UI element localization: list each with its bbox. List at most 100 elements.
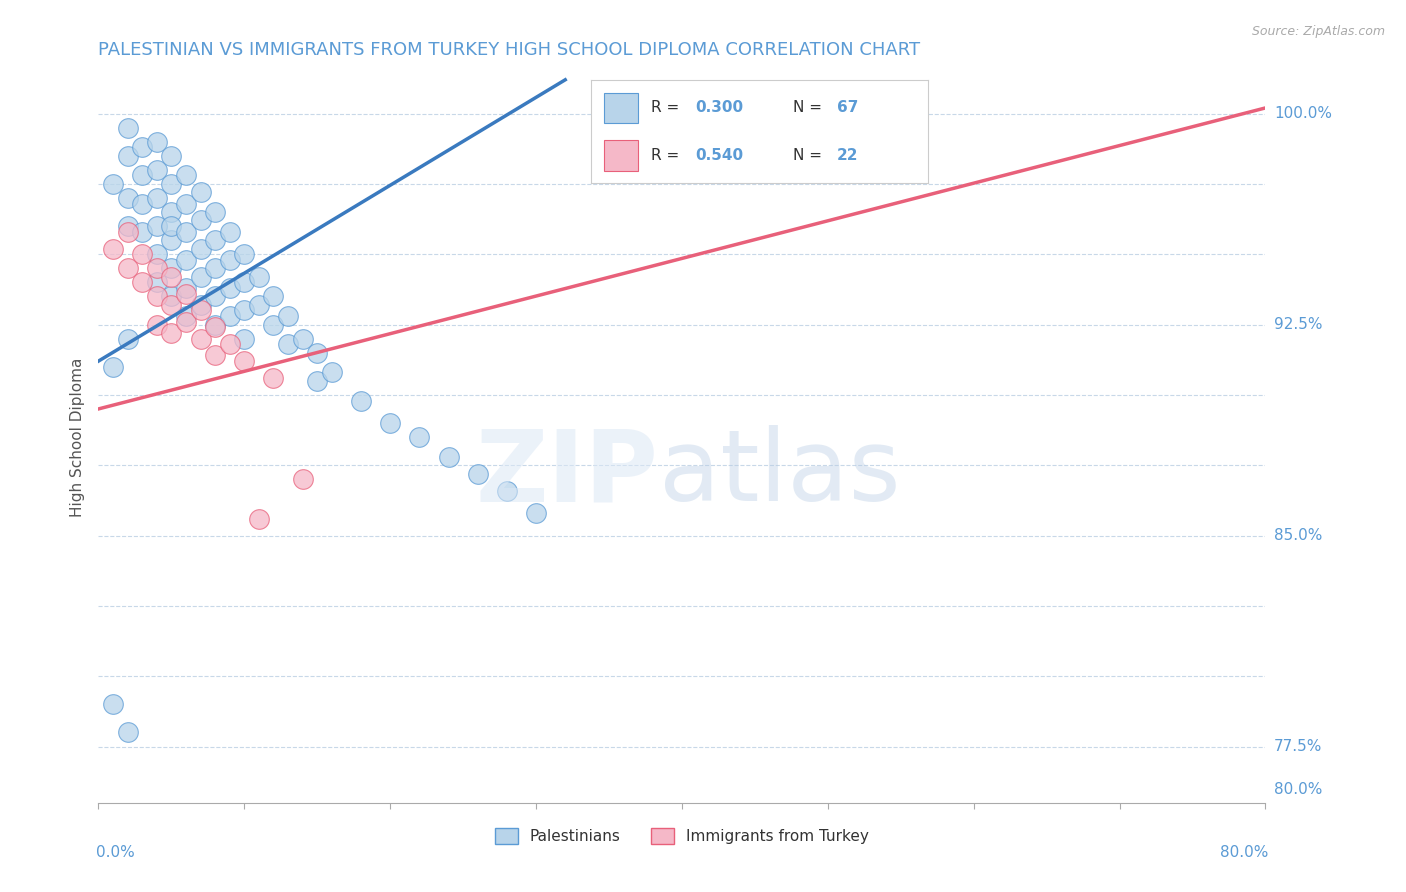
Point: [233, 247, 256, 261]
Point: [233, 276, 256, 290]
Point: [101, 242, 124, 256]
Point: [190, 186, 212, 200]
Text: R =: R =: [651, 148, 685, 162]
Y-axis label: High School Diploma: High School Diploma: [69, 358, 84, 516]
Point: [146, 289, 169, 303]
Point: [190, 298, 212, 312]
Point: [174, 281, 197, 295]
Point: [218, 337, 240, 351]
Point: [262, 371, 284, 385]
Point: [160, 326, 183, 340]
Point: [117, 120, 139, 135]
Point: [131, 140, 153, 154]
Text: 0.300: 0.300: [695, 101, 744, 115]
Point: [101, 698, 124, 712]
Point: [174, 309, 197, 323]
Point: [408, 430, 430, 444]
Point: [131, 225, 153, 239]
Point: [146, 135, 169, 149]
Point: [496, 483, 519, 498]
Point: [190, 332, 212, 346]
Point: [524, 506, 547, 520]
Point: [380, 416, 402, 430]
Text: N =: N =: [793, 148, 827, 162]
Text: 0.0%: 0.0%: [96, 845, 134, 860]
Point: [190, 303, 212, 318]
Point: [117, 332, 139, 346]
Point: [233, 354, 256, 368]
Point: [160, 177, 183, 191]
Point: [160, 205, 183, 219]
Text: 77.5%: 77.5%: [1274, 739, 1323, 754]
Point: [262, 318, 284, 332]
FancyBboxPatch shape: [605, 140, 638, 170]
Point: [277, 337, 299, 351]
Text: 80.0%: 80.0%: [1274, 782, 1323, 797]
Point: [174, 252, 197, 267]
Point: [146, 191, 169, 205]
Point: [146, 276, 169, 290]
Point: [174, 286, 197, 301]
Point: [160, 269, 183, 284]
Text: 0.540: 0.540: [695, 148, 744, 162]
Point: [277, 309, 299, 323]
Text: 80.0%: 80.0%: [1220, 845, 1268, 860]
Point: [117, 725, 139, 739]
Point: [204, 349, 226, 363]
Point: [160, 219, 183, 233]
Point: [117, 191, 139, 205]
Point: [160, 289, 183, 303]
Point: [174, 225, 197, 239]
Point: [160, 298, 183, 312]
Point: [204, 205, 226, 219]
Point: [247, 269, 270, 284]
Point: [350, 393, 373, 408]
Text: N =: N =: [793, 101, 827, 115]
Point: [131, 247, 153, 261]
Point: [160, 149, 183, 163]
Legend: Palestinians, Immigrants from Turkey: Palestinians, Immigrants from Turkey: [488, 822, 876, 850]
Point: [233, 332, 256, 346]
Point: [117, 219, 139, 233]
Point: [131, 169, 153, 183]
Point: [307, 374, 329, 388]
Point: [204, 318, 226, 332]
Text: 22: 22: [837, 148, 858, 162]
Point: [233, 303, 256, 318]
Point: [190, 242, 212, 256]
Point: [247, 511, 270, 525]
Point: [131, 276, 153, 290]
Point: [218, 252, 240, 267]
Point: [117, 225, 139, 239]
Point: [321, 365, 343, 379]
Point: [101, 359, 124, 374]
Point: [190, 213, 212, 227]
Point: [247, 298, 270, 312]
Text: 67: 67: [837, 101, 858, 115]
Point: [146, 162, 169, 177]
Point: [146, 318, 169, 332]
Point: [117, 149, 139, 163]
Point: [160, 233, 183, 247]
Point: [146, 247, 169, 261]
Point: [218, 281, 240, 295]
Point: [117, 261, 139, 276]
Point: [204, 233, 226, 247]
Point: [190, 269, 212, 284]
Text: R =: R =: [651, 101, 685, 115]
Point: [131, 196, 153, 211]
Text: 92.5%: 92.5%: [1274, 317, 1323, 332]
Point: [174, 169, 197, 183]
Point: [146, 261, 169, 276]
Point: [307, 345, 329, 359]
Point: [291, 472, 314, 486]
Text: Source: ZipAtlas.com: Source: ZipAtlas.com: [1251, 25, 1385, 38]
Point: [262, 289, 284, 303]
Point: [467, 467, 489, 481]
Point: [174, 196, 197, 211]
Text: ZIP: ZIP: [475, 425, 658, 522]
Point: [174, 315, 197, 329]
Text: 100.0%: 100.0%: [1274, 106, 1331, 121]
Point: [204, 320, 226, 334]
Point: [218, 225, 240, 239]
